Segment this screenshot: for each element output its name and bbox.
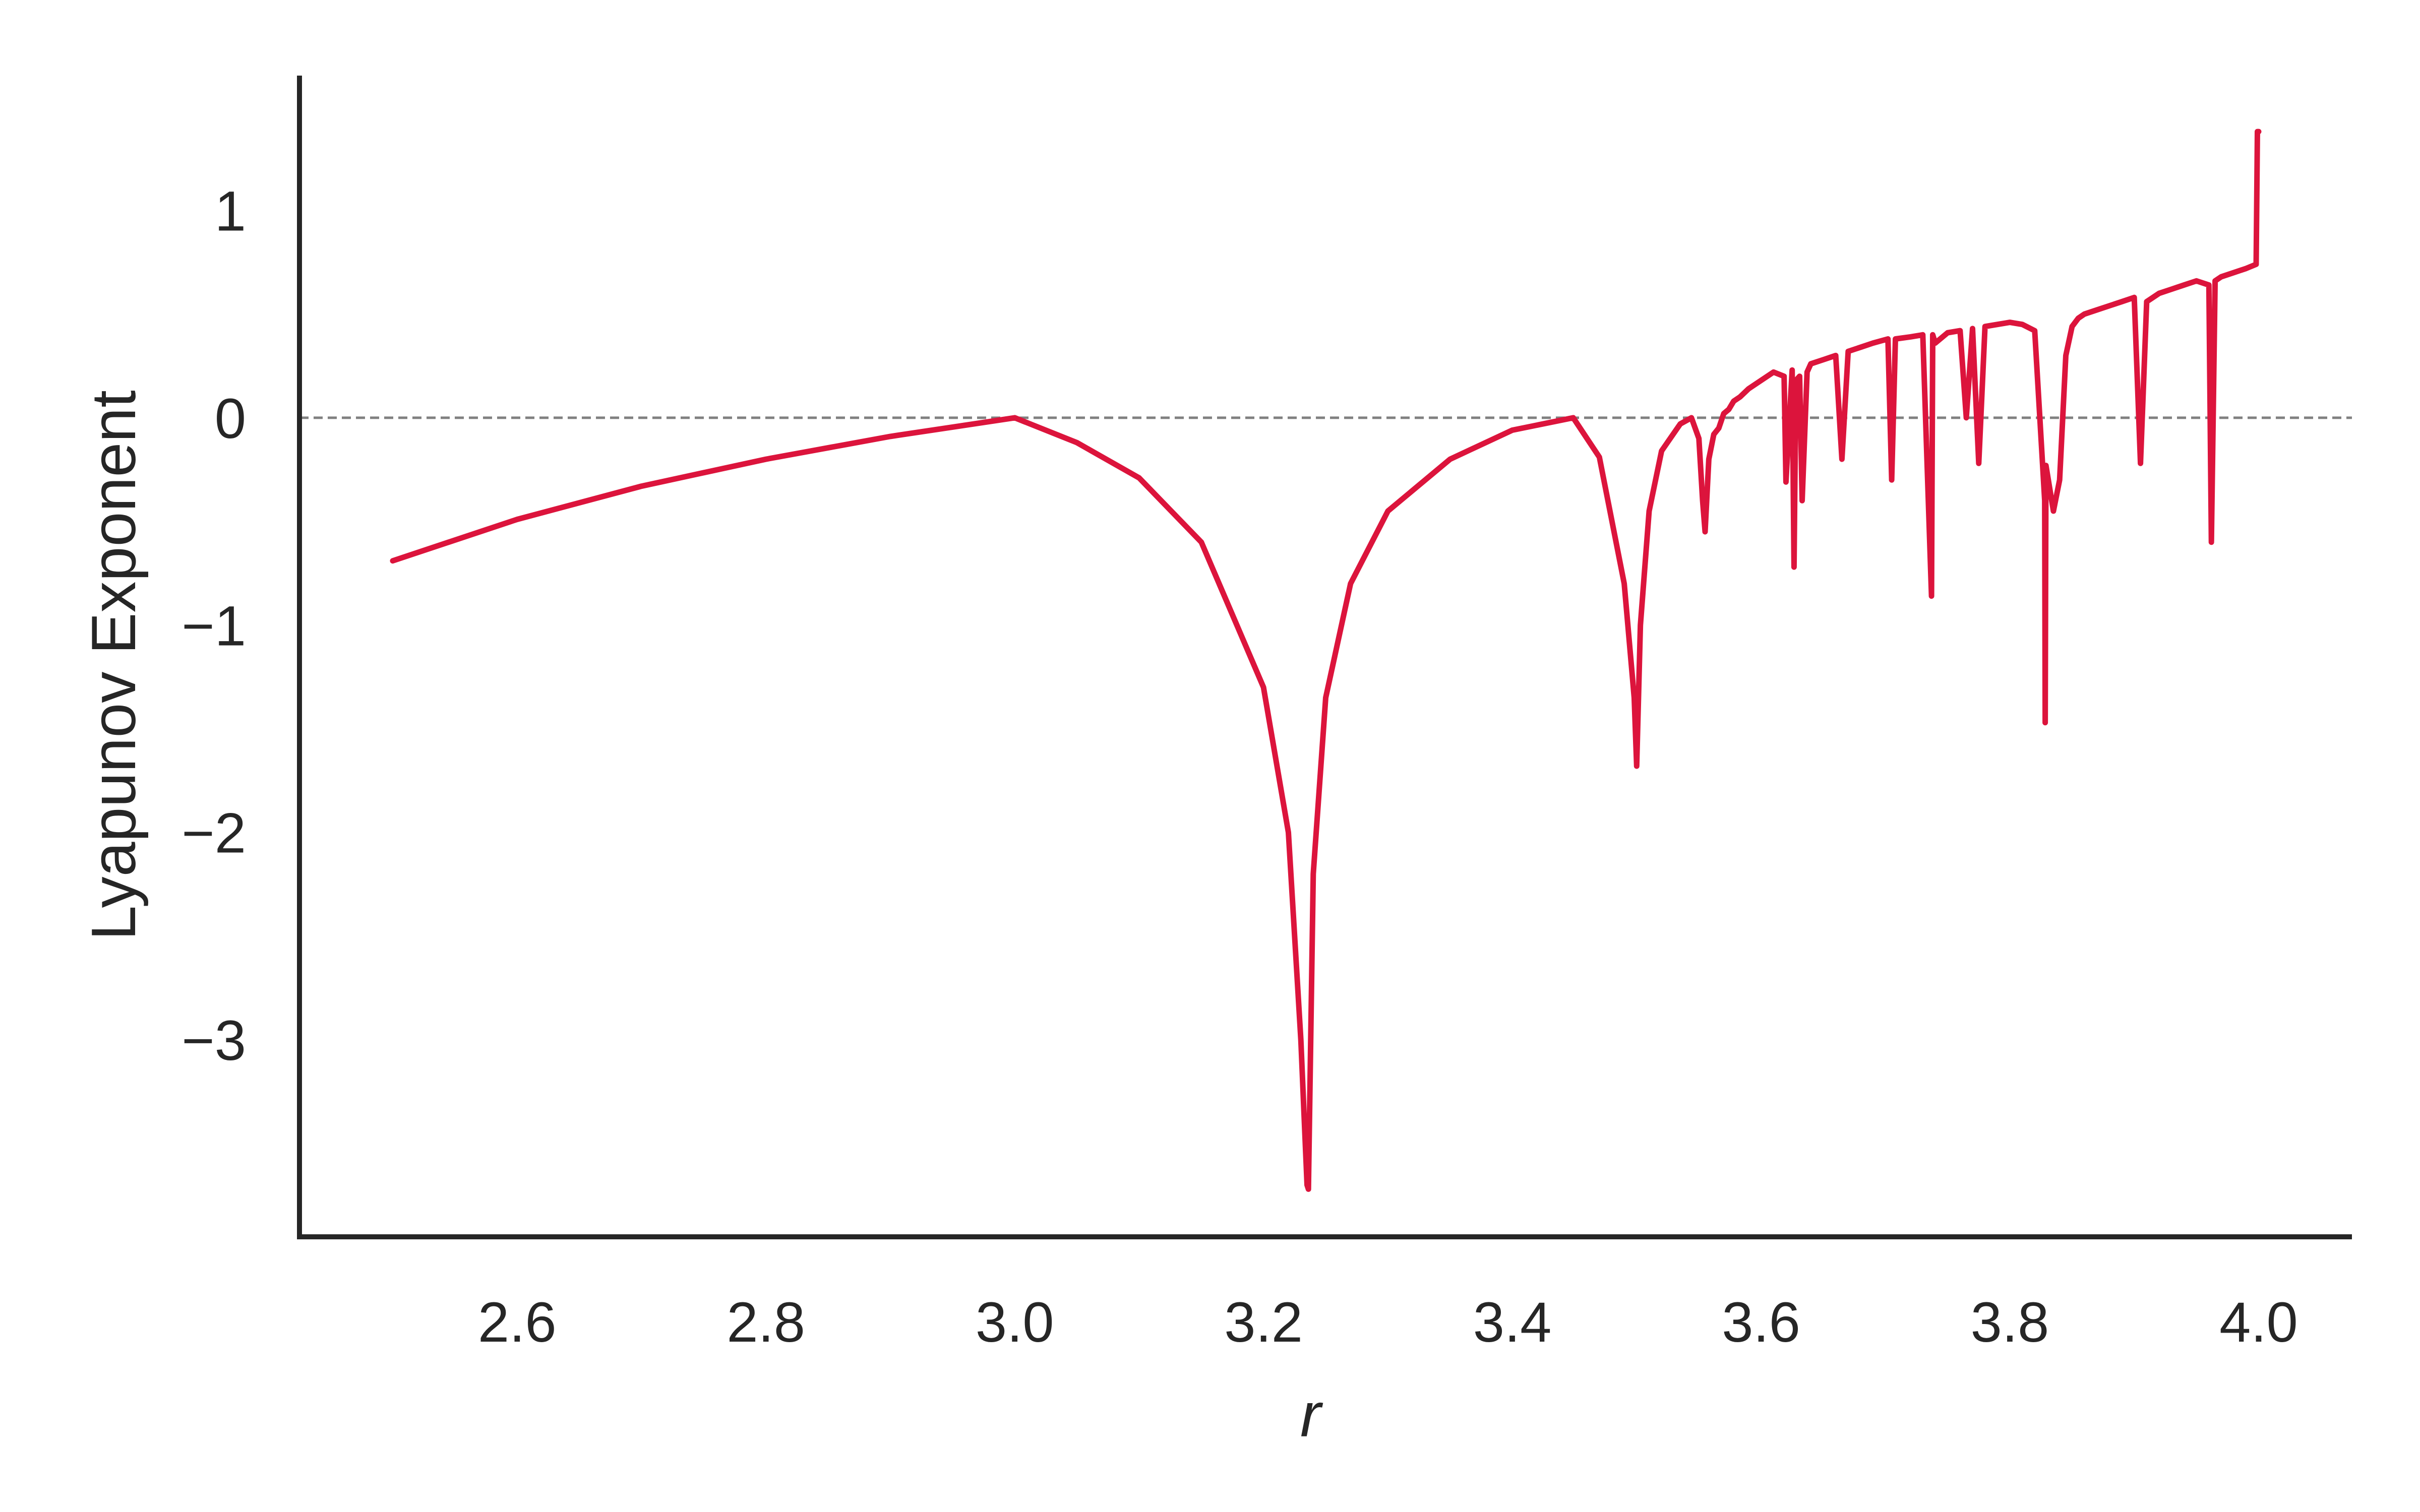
x-tick-label: 3.6: [1722, 1291, 1800, 1354]
y-axis-title: Lyapunov Exponent: [79, 390, 149, 940]
y-tick-label: 1: [215, 179, 246, 242]
x-tick-label: 3.8: [1971, 1291, 2049, 1354]
x-tick-label: 3.2: [1224, 1291, 1303, 1354]
x-tick-label: 2.6: [478, 1291, 557, 1354]
tick-labels: 2.6 2.8 3.0 3.2 3.4 3.6 3.8 4.0 1 0 −1 −2 −3: [182, 179, 2298, 1354]
series-line-0: [390, 129, 2262, 1192]
y-tick-label: −2: [182, 802, 246, 865]
y-tick-label: −1: [182, 594, 246, 657]
axes: [297, 76, 2352, 1239]
x-tick-label: 3.0: [976, 1291, 1054, 1354]
y-tick-label: −3: [182, 1009, 246, 1072]
x-tick-label: 2.8: [727, 1291, 805, 1354]
x-axis-title: r: [1300, 1380, 1323, 1450]
x-tick-label: 3.4: [1473, 1291, 1552, 1354]
plot-area: [299, 129, 2352, 1192]
y-tick-label: 0: [215, 387, 246, 450]
x-tick-label: 4.0: [2219, 1291, 2298, 1354]
